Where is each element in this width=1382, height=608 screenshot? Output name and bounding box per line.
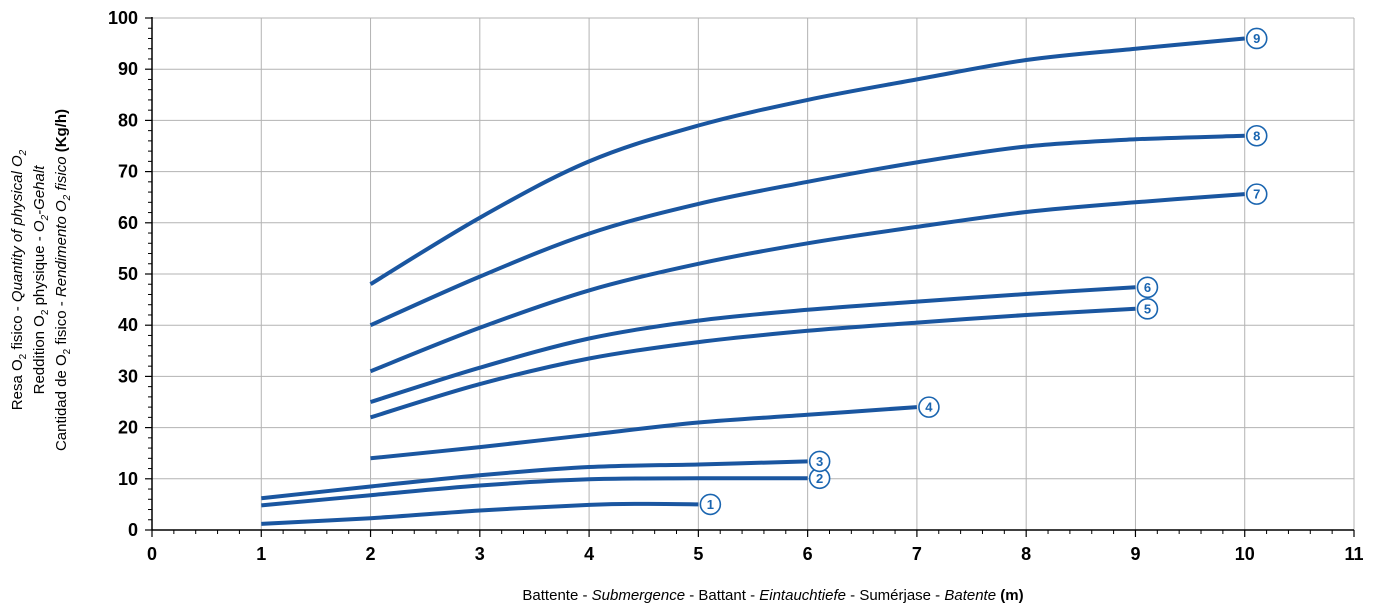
axis-label-part: Resa O xyxy=(9,359,26,410)
series-badge-label: 6 xyxy=(1144,280,1151,295)
axis-label-part: (m) xyxy=(996,587,1024,604)
series-badge-8: 8 xyxy=(1245,124,1268,147)
series-badge-label: 4 xyxy=(925,400,933,415)
y-tick-label: 100 xyxy=(108,8,138,28)
series-badge-label: 8 xyxy=(1253,128,1260,143)
series-line-1 xyxy=(261,501,699,526)
x-tick-label: 6 xyxy=(803,544,813,564)
series-lines xyxy=(261,36,1245,526)
series-badge-5: 5 xyxy=(1136,298,1159,320)
x-tick-label: 9 xyxy=(1130,544,1140,564)
series-badge-2: 2 xyxy=(808,467,831,490)
x-tick-label: 3 xyxy=(475,544,485,564)
axis-label-part: fisico xyxy=(53,156,70,194)
series-badge-label: 5 xyxy=(1144,301,1151,316)
y-axis-label-line: Cantidad de O2​ fisico - Rendimento O2​ … xyxy=(53,109,73,451)
x-tick-label: 8 xyxy=(1021,544,1031,564)
axis-label-part: 2 xyxy=(18,353,29,359)
tick-labels: 0 1 2 3 4 5 6 7 8 9 10 11 0 10 20 30 40 50 60 70 80 90 100 xyxy=(108,8,1364,564)
axis-label-part: Batente xyxy=(944,587,996,604)
y-tick-label: 0 xyxy=(128,520,138,540)
series-line-7 xyxy=(369,192,1245,374)
series-badge-label: 1 xyxy=(707,497,714,512)
series-badges: 1 2 3 4 5 6 7 8 9 xyxy=(699,27,1268,516)
x-tick-label: 11 xyxy=(1344,544,1363,564)
x-tick-label: 4 xyxy=(584,544,594,564)
axis-label-part: Eintauchtiefe xyxy=(759,587,846,604)
x-tick-label: 0 xyxy=(147,544,157,564)
axis-label-part: Submergence xyxy=(592,587,685,604)
series-badge-7: 7 xyxy=(1245,183,1268,205)
axis-label-part: 2 xyxy=(18,149,29,156)
axis-label-part: - Sumérjase - xyxy=(846,587,944,604)
y-axis-label-line: Reddition O2​ physique - O2​-Gehalt xyxy=(31,165,51,395)
x-tick-label: 7 xyxy=(912,544,922,564)
y-tick-label: 10 xyxy=(118,469,138,489)
series-badge-3: 3 xyxy=(808,450,831,473)
series-badge-circle xyxy=(1136,298,1159,320)
axis-label-part: -Gehalt xyxy=(31,165,48,215)
series-badge-circle xyxy=(1245,27,1268,50)
axis-label-part: Quantity of physical O xyxy=(9,155,26,302)
axis-label-part: (Kg/h) xyxy=(53,109,70,156)
axis-label-part: 2 xyxy=(40,309,51,315)
y-tick-label: 80 xyxy=(118,110,138,130)
series-badge-circle xyxy=(699,493,722,516)
series-badge-circle xyxy=(1245,124,1268,147)
series-badge-label: 3 xyxy=(816,454,823,469)
x-axis-label: Battente - Submergence - Battant - Einta… xyxy=(522,587,1023,604)
series-badge-circle xyxy=(918,396,940,418)
series-badge-circle xyxy=(1245,183,1268,205)
series-badge-label: 7 xyxy=(1253,187,1260,202)
series-line-4 xyxy=(370,405,918,461)
series-badge-4: 4 xyxy=(918,396,940,418)
x-tick-label: 5 xyxy=(693,544,703,564)
series-badge-circle xyxy=(1136,276,1159,299)
axis-label-part: Cantidad de O xyxy=(53,354,70,451)
axis-label-part: 2 xyxy=(40,214,51,221)
axes xyxy=(145,17,1355,537)
series-line-8 xyxy=(369,133,1245,328)
axis-label-part: fisico - xyxy=(53,297,70,349)
x-tick-label: 1 xyxy=(256,544,266,564)
y-tick-label: 60 xyxy=(118,213,138,233)
x-tick-label: 10 xyxy=(1235,544,1255,564)
y-tick-label: 20 xyxy=(118,418,138,438)
axis-label-part: O xyxy=(31,220,48,232)
series-line-2 xyxy=(261,476,808,508)
series-badge-6: 6 xyxy=(1136,276,1159,299)
axis-label-part: Battente - xyxy=(522,587,591,604)
series-badge-9: 9 xyxy=(1245,27,1268,50)
axis-label-part: physique - xyxy=(31,232,48,310)
x-tick-label: 2 xyxy=(366,544,376,564)
series-line-5 xyxy=(369,306,1136,420)
series-line-6 xyxy=(369,285,1136,404)
series-badge-1: 1 xyxy=(699,493,722,516)
series-badge-label: 2 xyxy=(816,471,823,486)
grid xyxy=(152,17,1355,530)
y-tick-label: 90 xyxy=(118,59,138,79)
axis-label-part: Rendimento O xyxy=(53,200,70,297)
y-tick-label: 70 xyxy=(118,162,138,182)
y-tick-label: 40 xyxy=(118,315,138,335)
series-badge-label: 9 xyxy=(1253,31,1260,46)
axis-label-part: Reddition O xyxy=(31,315,48,394)
axis-label-part: 2 xyxy=(62,348,73,354)
y-axis-label-line: Resa O2​ fisico - Quantity of physical O… xyxy=(9,149,29,410)
axis-label-part: fisico - xyxy=(9,302,26,354)
series-badge-circle xyxy=(808,450,831,473)
y-tick-label: 50 xyxy=(118,264,138,284)
series-line-3 xyxy=(261,459,808,501)
y-tick-label: 30 xyxy=(118,366,138,386)
series-line-9 xyxy=(369,36,1245,286)
axis-label-part: - Battant - xyxy=(685,587,759,604)
axis-label-part: 2 xyxy=(62,194,73,201)
